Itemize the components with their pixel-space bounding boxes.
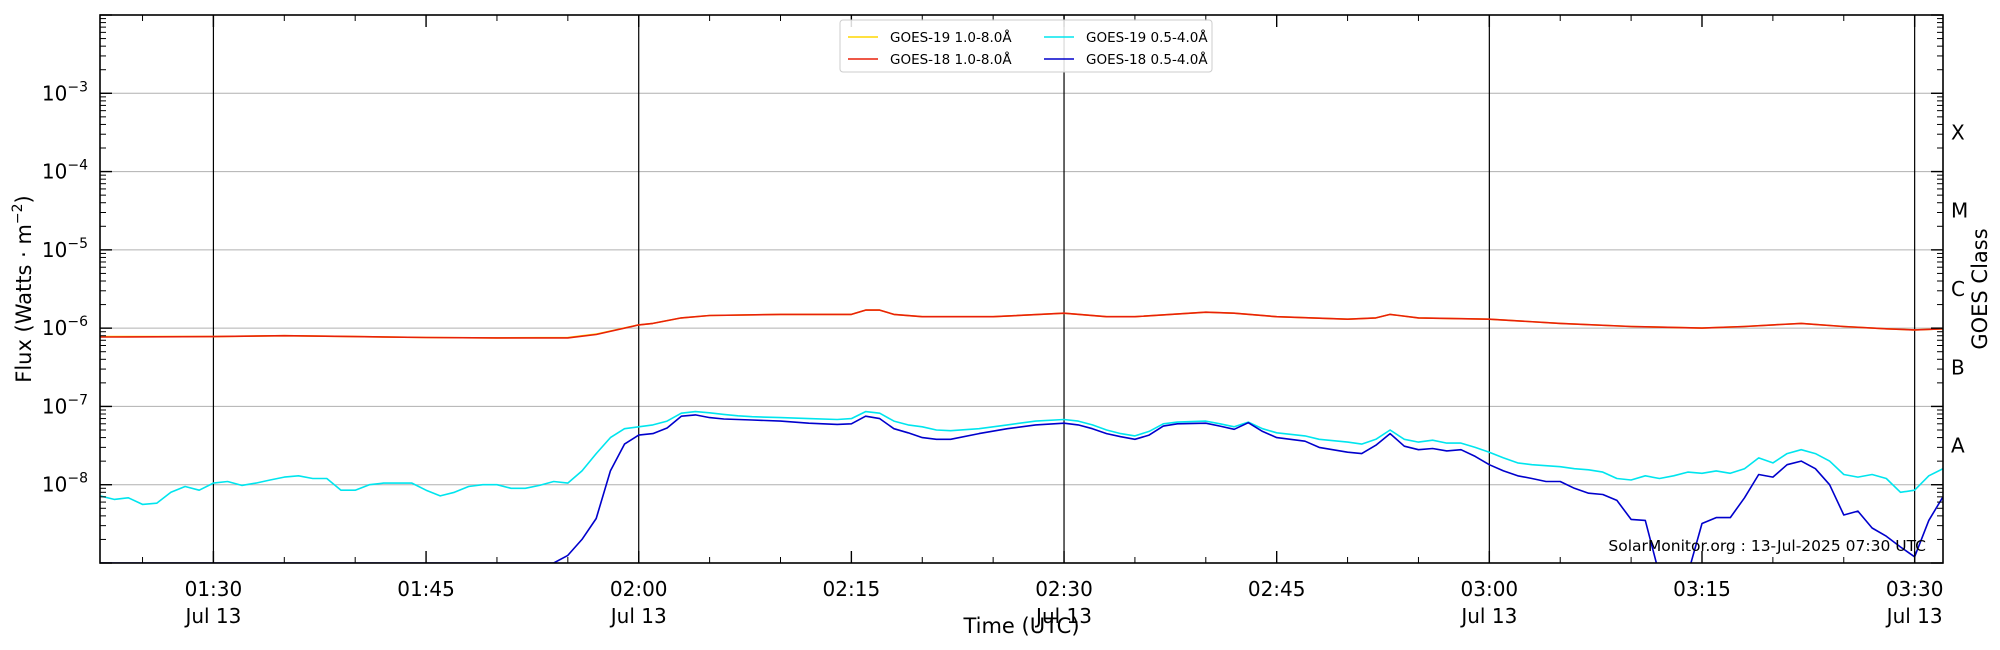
x-tick-label: 02:00: [610, 577, 668, 601]
goes-class-axis-title: GOES Class: [1968, 228, 1992, 349]
y-axis-title-sup: −2: [10, 203, 26, 224]
grid-layer: [100, 92, 1943, 486]
x-tick-date-label: Jul 13: [609, 604, 667, 628]
y-tick-label: 10−6: [42, 314, 88, 340]
y-tick-exponent: −6: [67, 314, 88, 330]
series-line-4: [100, 414, 1943, 563]
x-tick-label: 01:45: [397, 577, 455, 601]
y-axis-title-close: ): [12, 195, 36, 203]
x-tick-date-label: Jul 13: [1034, 604, 1092, 628]
goes-class-a: A: [1951, 434, 1965, 458]
y-axis-title: Flux (Watts · m−2): [10, 195, 36, 383]
series-line-1: [100, 309, 1943, 339]
y-axis-title-main: Flux (Watts · m: [12, 224, 36, 383]
plot-frame: [99, 14, 1944, 564]
legend-entry: GOES-19 1.0-8.0Å: [890, 29, 1012, 46]
legend-entry: GOES-18 1.0-8.0Å: [890, 51, 1012, 68]
legend: GOES-19 1.0-8.0Å GOES-18 1.0-8.0Å GOES-19 …: [839, 19, 1213, 73]
x-tick-label: 03:15: [1673, 577, 1731, 601]
x-tick-date-label: Jul 13: [183, 604, 241, 628]
x-tick-labels: 01:30 Jul 13 01:45 02:00 Jul 13 02:15 02:30 Jul…: [183, 577, 1943, 628]
y-tick-label: 10−7: [42, 392, 88, 418]
y-tick-base: 10: [42, 238, 67, 262]
y-tick-exponent: −7: [67, 392, 88, 408]
y-tick-exponent: −8: [67, 471, 88, 487]
legend-box: [839, 19, 1213, 73]
x-tick-label: 01:30: [185, 577, 243, 601]
series-line-3: [100, 410, 1943, 506]
x-tick-label: 02:30: [1035, 577, 1093, 601]
x-tick-label: 03:30: [1886, 577, 1944, 601]
y-tick-label: 10−3: [42, 79, 88, 105]
goes-class-c: C: [1951, 277, 1965, 301]
x-tick-date-label: Jul 13: [1459, 604, 1517, 628]
series-line-2: [100, 309, 1943, 339]
x-tick-date-label: Jul 13: [1885, 604, 1943, 628]
legend-entry: GOES-19 0.5-4.0Å: [1086, 29, 1208, 46]
x-axis-title: Time (UTC): [962, 614, 1079, 638]
source-credit: SolarMonitor.org : 13-Jul-2025 07:30 UTC: [1608, 537, 1926, 555]
y-tick-label: 10−5: [42, 236, 88, 262]
x-tick-label: 02:15: [823, 577, 881, 601]
goes-class-m: M: [1951, 199, 1968, 223]
y-tick-label: 10−8: [42, 471, 88, 497]
y-tick-exponent: −5: [67, 236, 88, 252]
goes-class-x: X: [1951, 120, 1965, 144]
y-tick-base: 10: [42, 394, 67, 418]
y-tick-labels: 10−810−710−610−510−410−3: [42, 79, 88, 496]
x-tick-label: 02:45: [1248, 577, 1306, 601]
goes-class-b: B: [1951, 355, 1965, 379]
y-tick-base: 10: [42, 316, 67, 340]
y-tick-base: 10: [42, 81, 67, 105]
y-tick-base: 10: [42, 160, 67, 184]
legend-entry: GOES-18 0.5-4.0Å: [1086, 51, 1208, 68]
y-tick-exponent: −3: [67, 79, 88, 95]
y-tick-label: 10−4: [42, 158, 88, 184]
x-tick-label: 03:00: [1461, 577, 1519, 601]
goes-class-labels: A B C M X: [1951, 120, 1968, 457]
series-layer: [100, 309, 1943, 563]
y-tick-exponent: −4: [67, 158, 88, 174]
vertical-time-lines: [212, 15, 1916, 563]
y-tick-base: 10: [42, 473, 67, 497]
ticks-layer: [100, 14, 1943, 564]
